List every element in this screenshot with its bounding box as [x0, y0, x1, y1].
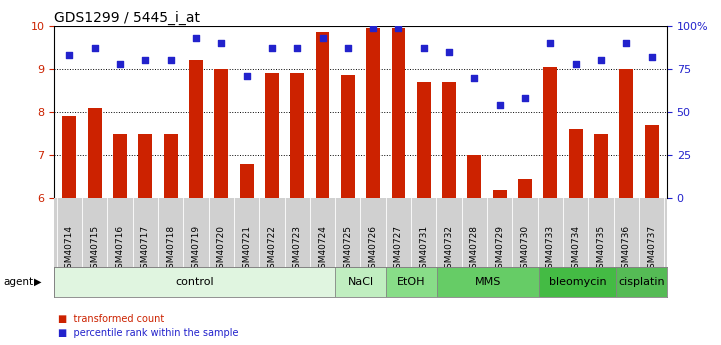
Point: [443, 49, 455, 55]
Point: [494, 102, 505, 108]
Bar: [616, 267, 667, 297]
Bar: [544, 67, 557, 198]
Bar: [62, 116, 76, 198]
Point: [621, 40, 632, 46]
Text: GDS1299 / 5445_i_at: GDS1299 / 5445_i_at: [54, 11, 200, 25]
Bar: [437, 267, 539, 297]
Text: control: control: [175, 277, 214, 287]
Bar: [214, 69, 228, 198]
Point: [190, 35, 202, 41]
Point: [519, 96, 531, 101]
Bar: [341, 76, 355, 198]
Point: [393, 25, 404, 30]
Point: [114, 61, 125, 67]
Bar: [467, 155, 482, 198]
Bar: [594, 134, 608, 198]
Point: [342, 46, 353, 51]
Point: [418, 46, 430, 51]
Bar: [366, 28, 380, 198]
Bar: [569, 129, 583, 198]
Point: [241, 73, 252, 79]
Bar: [386, 267, 437, 297]
Point: [646, 54, 658, 60]
Bar: [138, 134, 152, 198]
Text: EtOH: EtOH: [397, 277, 426, 287]
Point: [89, 46, 100, 51]
Text: MMS: MMS: [475, 277, 501, 287]
Bar: [392, 28, 405, 198]
Bar: [189, 60, 203, 198]
Bar: [417, 82, 430, 198]
Point: [317, 35, 328, 41]
Point: [63, 52, 75, 58]
Bar: [539, 267, 616, 297]
Bar: [291, 73, 304, 198]
Bar: [239, 164, 254, 198]
Point: [570, 61, 582, 67]
Text: cisplatin: cisplatin: [618, 277, 665, 287]
Point: [544, 40, 556, 46]
Point: [596, 58, 607, 63]
Bar: [518, 179, 532, 198]
Bar: [164, 134, 177, 198]
Bar: [88, 108, 102, 198]
Text: NaCl: NaCl: [348, 277, 373, 287]
Point: [165, 58, 177, 63]
Bar: [335, 267, 386, 297]
Point: [216, 40, 227, 46]
Text: ▶: ▶: [34, 277, 41, 287]
Bar: [316, 32, 329, 198]
Point: [139, 58, 151, 63]
Text: bleomycin: bleomycin: [549, 277, 606, 287]
Bar: [113, 134, 127, 198]
Point: [368, 25, 379, 30]
Point: [291, 46, 303, 51]
Bar: [493, 190, 507, 198]
Bar: [619, 69, 633, 198]
Point: [469, 75, 480, 80]
Bar: [645, 125, 659, 198]
Bar: [265, 73, 279, 198]
Text: ■  percentile rank within the sample: ■ percentile rank within the sample: [58, 328, 238, 338]
Text: ■  transformed count: ■ transformed count: [58, 314, 164, 324]
Bar: [54, 267, 335, 297]
Point: [266, 46, 278, 51]
Bar: [442, 82, 456, 198]
Text: agent: agent: [4, 277, 34, 287]
